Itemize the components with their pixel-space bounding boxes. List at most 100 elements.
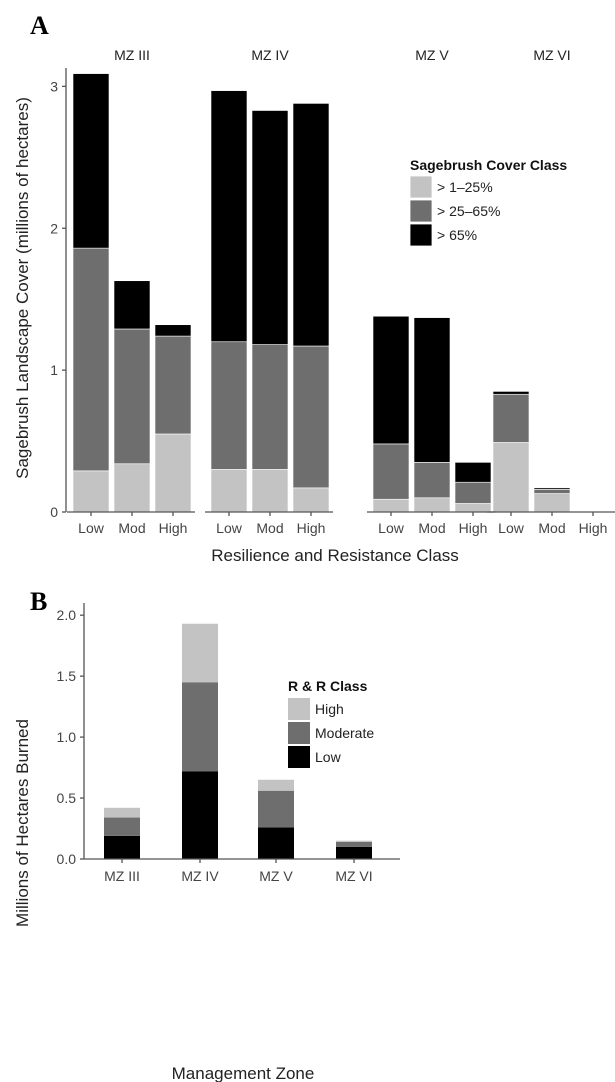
chart-b-bar-mz-v-low bbox=[258, 827, 294, 859]
chart-a-bar-mz-vi-low-s0 bbox=[492, 442, 530, 513]
chart-a-y-tick-label: 3 bbox=[50, 78, 58, 94]
chart-b-x-tick-label-mz-iii: MZ III bbox=[104, 868, 140, 884]
chart-a-bar-mz-iv-high-s0 bbox=[292, 487, 330, 513]
chart-a-bar-mz-vi-mod-s0 bbox=[533, 493, 571, 513]
chart-a-x-axis-title: Resilience and Resistance Class bbox=[211, 546, 459, 565]
chart-b-y-tick-label: 0.0 bbox=[57, 851, 77, 867]
chart-a-y-ticks: 0 1 2 3 bbox=[50, 78, 66, 520]
panel-label-b: B bbox=[30, 587, 47, 616]
chart-a-bar-mz-iv-mod-s0 bbox=[251, 469, 289, 513]
chart-b-x-tick-label-mz-iv: MZ IV bbox=[181, 868, 219, 884]
chart-a-bar-mz-iii-low-s0 bbox=[72, 470, 110, 513]
chart-b-legend-label-low: Low bbox=[315, 749, 342, 765]
chart-b-bar-mz-vi-moderate bbox=[336, 841, 372, 847]
chart-a-legend-label-2: > 65% bbox=[437, 227, 477, 243]
chart-a-x-ticks: Low Mod High Low Mod High Low Mod High Low Mod High bbox=[78, 512, 607, 536]
chart-a-bar-mz-iii-mod-s1 bbox=[113, 328, 151, 465]
chart-a-bar-mz-iii-high-s0 bbox=[154, 433, 192, 513]
chart-b-bar-mz-iv-low bbox=[182, 771, 218, 859]
chart-a-facet-label-mz-vi: MZ VI bbox=[533, 47, 570, 63]
chart-b-x-ticks: MZ III MZ IV MZ V MZ VI bbox=[104, 859, 373, 884]
chart-a-bar-mz-iii-mod-s2 bbox=[113, 280, 151, 330]
chart-a-legend-label-1: > 25–65% bbox=[437, 203, 500, 219]
chart-a-x-tick-label: Low bbox=[498, 520, 525, 536]
chart-a-y-tick-label: 2 bbox=[50, 220, 58, 236]
chart-a-legend-label-0: > 1–25% bbox=[437, 179, 493, 195]
chart-b: MZ III MZ IV MZ V MZ VI 0.0 0.5 1.0 1.5 2.0 Mil… bbox=[13, 603, 400, 1082]
chart-a-x-tick-label: High bbox=[297, 520, 326, 536]
chart-a-bar-mz-iv-low-s0 bbox=[210, 469, 248, 513]
chart-a-bar-mz-iv-mod-s2 bbox=[251, 110, 289, 345]
chart-b-legend: R & R Class High Moderate Low bbox=[288, 678, 374, 768]
chart-a-x-tick-label: Mod bbox=[418, 520, 445, 536]
chart-a-legend-swatch-1 bbox=[409, 199, 433, 223]
chart-b-y-ticks: 0.0 0.5 1.0 1.5 2.0 bbox=[57, 607, 84, 867]
chart-a-legend-title: Sagebrush Cover Class bbox=[410, 157, 567, 173]
chart-b-bar-mz-v-moderate bbox=[258, 790, 294, 828]
chart-a-bar-mz-iii-mod-s0 bbox=[113, 463, 151, 513]
chart-a-bar-mz-iii-low-s2 bbox=[72, 73, 110, 249]
chart-a-bar-mz-iv-high-s2 bbox=[292, 103, 330, 347]
chart-a-x-tick-label: Low bbox=[216, 520, 243, 536]
chart-a-bar-mz-v-mod-s1 bbox=[413, 462, 451, 499]
chart-b-legend-swatch-moderate bbox=[288, 722, 310, 744]
chart-b-x-tick-label-mz-v: MZ V bbox=[259, 868, 293, 884]
chart-a-facet-label-mz-iii: MZ III bbox=[114, 47, 150, 63]
chart-b-legend-swatch-low bbox=[288, 746, 310, 768]
chart-b-legend-label-high: High bbox=[315, 701, 344, 717]
chart-a-bar-mz-vi-mod-s1 bbox=[533, 488, 571, 494]
chart-a-x-tick-label: Low bbox=[78, 520, 105, 536]
chart-a-x-tick-label: Mod bbox=[118, 520, 145, 536]
chart-a-x-tick-label: High bbox=[579, 520, 608, 536]
chart-a-x-tick-label: High bbox=[459, 520, 488, 536]
chart-b-bar-mz-iii-low bbox=[104, 835, 140, 859]
chart-b-legend-swatch-high bbox=[288, 698, 310, 720]
chart-a-legend-swatch-0 bbox=[409, 175, 433, 199]
chart-b-axes bbox=[83, 603, 400, 860]
chart-b-bar-mz-iv-high bbox=[182, 623, 218, 683]
chart-a-bar-mz-v-high-s0 bbox=[454, 503, 492, 513]
chart-b-legend-label-moderate: Moderate bbox=[315, 725, 374, 741]
chart-a-legend: Sagebrush Cover Class > 1–25% > 25–65% > 6… bbox=[409, 157, 567, 247]
chart-a-bar-mz-v-low-s1 bbox=[372, 443, 410, 500]
chart-a-bar-mz-v-mod-s2 bbox=[413, 317, 451, 463]
chart-b-bar-mz-iii-moderate bbox=[104, 817, 140, 836]
chart-a-x-tick-label: Low bbox=[378, 520, 405, 536]
chart-a-bar-mz-iv-low-s1 bbox=[210, 341, 248, 470]
chart-a-bar-mz-vi-low-s2 bbox=[492, 391, 530, 395]
chart-b-bar-mz-iii-high bbox=[104, 807, 140, 818]
chart-b-legend-title: R & R Class bbox=[288, 678, 368, 694]
chart-a-facet-labels: MZ III MZ IV MZ V MZ VI bbox=[114, 47, 571, 63]
chart-b-y-tick-label: 1.0 bbox=[57, 729, 77, 745]
chart-a-bar-mz-vi-low-s1 bbox=[492, 393, 530, 443]
chart-a-bar-mz-iv-mod-s1 bbox=[251, 344, 289, 470]
chart-a-bar-mz-iv-low-s2 bbox=[210, 90, 248, 343]
chart-b-bar-mz-v-high bbox=[258, 779, 294, 791]
chart-b-bar-mz-vi-low bbox=[336, 846, 372, 859]
chart-a-bar-mz-iii-high-s1 bbox=[154, 335, 192, 435]
chart-b-y-tick-label: 0.5 bbox=[57, 790, 77, 806]
chart-a-y-tick-label: 0 bbox=[50, 504, 58, 520]
chart-a-facet-label-mz-v: MZ V bbox=[415, 47, 449, 63]
chart-a-bar-mz-vi-mod-s2 bbox=[533, 487, 571, 490]
chart-b-y-axis-title: Millions of Hectares Burned bbox=[13, 719, 32, 927]
chart-a-bar-mz-v-mod-s0 bbox=[413, 497, 451, 513]
chart-a-bars bbox=[72, 73, 571, 513]
chart-a-bar-mz-iii-low-s1 bbox=[72, 247, 110, 472]
chart-a-bar-mz-v-high-s1 bbox=[454, 481, 492, 504]
chart-a-y-axis-title: Sagebrush Landscape Cover (millions of h… bbox=[13, 97, 32, 479]
chart-a-facet-label-mz-iv: MZ IV bbox=[251, 47, 289, 63]
chart-a-bar-mz-v-high-s2 bbox=[454, 462, 492, 483]
chart-a-x-tick-label: Mod bbox=[256, 520, 283, 536]
chart-a-legend-swatch-2 bbox=[409, 223, 433, 247]
chart-a-axes bbox=[65, 68, 615, 513]
chart-b-bar-mz-iv-moderate bbox=[182, 682, 218, 772]
chart-a-x-tick-label: Mod bbox=[538, 520, 565, 536]
chart-a: MZ III MZ IV MZ V MZ VI Low Mod High Low Mod Hig… bbox=[13, 47, 615, 565]
chart-b-y-tick-label: 2.0 bbox=[57, 607, 77, 623]
chart-a-bar-mz-v-low-s2 bbox=[372, 315, 410, 445]
chart-a-bar-mz-v-low-s0 bbox=[372, 498, 410, 513]
chart-b-x-axis-title: Management Zone bbox=[172, 1064, 315, 1082]
chart-a-bar-mz-iii-high-s2 bbox=[154, 324, 192, 337]
